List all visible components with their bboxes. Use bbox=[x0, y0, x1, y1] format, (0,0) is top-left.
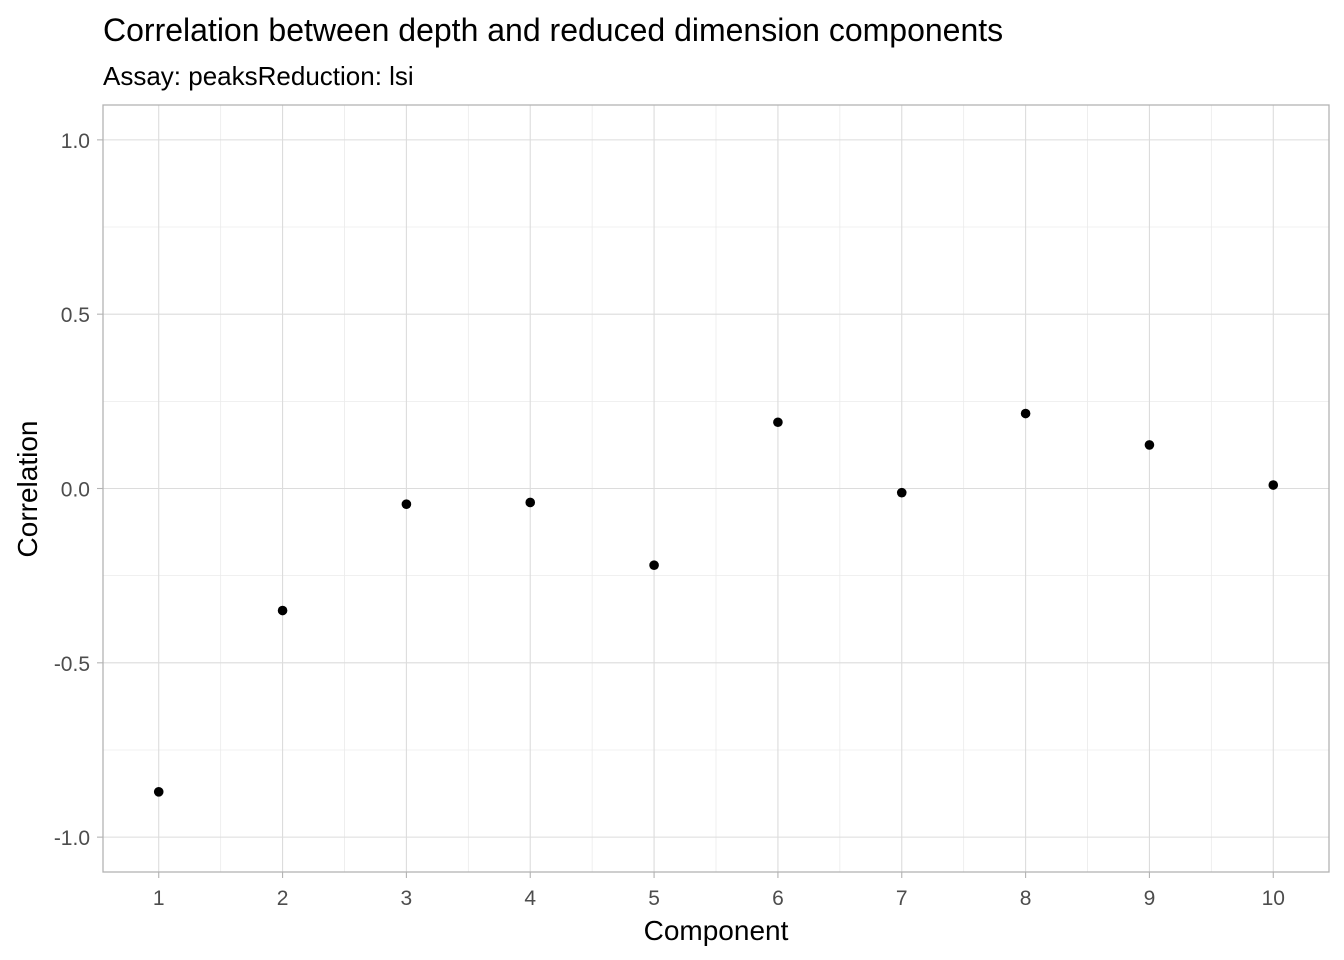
axis-ticks: 1 2 3 4 5 6 7 8 9 10 -1.0 -0.5 0.0 0.5 1.0 bbox=[54, 130, 1285, 910]
x-tick-label: 8 bbox=[1020, 887, 1032, 910]
chart-title: Correlation between depth and reduced di… bbox=[103, 12, 1003, 48]
y-tick-label: -1.0 bbox=[54, 827, 90, 850]
data-point bbox=[525, 497, 536, 508]
data-points bbox=[153, 408, 1279, 797]
chart-subtitle: Assay: peaksReduction: lsi bbox=[103, 61, 414, 91]
data-point bbox=[896, 487, 907, 498]
data-point bbox=[401, 499, 412, 509]
x-tick-label: 2 bbox=[277, 887, 289, 910]
y-axis-title: Correlation bbox=[12, 421, 43, 558]
data-point bbox=[153, 787, 164, 797]
data-point bbox=[1268, 480, 1279, 490]
y-tick-label: 1.0 bbox=[61, 130, 90, 153]
data-point bbox=[277, 605, 288, 616]
x-tick-label: 1 bbox=[153, 887, 165, 910]
x-tick-label: 5 bbox=[648, 887, 660, 910]
data-point bbox=[773, 417, 783, 428]
x-tick-label: 10 bbox=[1262, 887, 1285, 910]
gridlines bbox=[103, 105, 1329, 872]
plot-panel-border bbox=[102, 104, 1330, 873]
x-tick-label: 9 bbox=[1144, 887, 1156, 910]
y-tick-label: 0.5 bbox=[61, 304, 90, 327]
x-tick-label: 4 bbox=[524, 887, 536, 910]
x-tick-label: 3 bbox=[401, 887, 413, 910]
x-axis-title: Component bbox=[644, 915, 789, 946]
y-tick-label: 0.0 bbox=[61, 479, 90, 502]
x-tick-label: 6 bbox=[772, 887, 784, 910]
x-tick-label: 7 bbox=[896, 887, 908, 910]
data-point bbox=[1020, 408, 1031, 419]
y-tick-label: -0.5 bbox=[54, 653, 90, 676]
data-point bbox=[649, 560, 659, 570]
data-point bbox=[1144, 440, 1155, 450]
